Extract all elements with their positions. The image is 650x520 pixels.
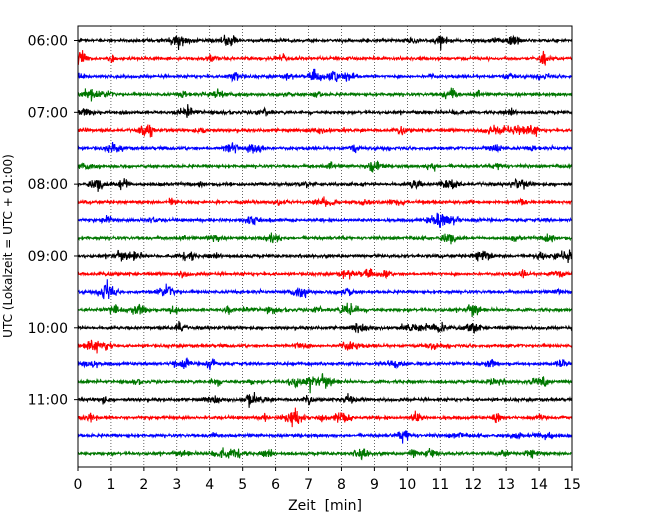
x-tick-label: 13 bbox=[497, 477, 515, 493]
x-axis-label: Zeit [min] bbox=[288, 498, 362, 514]
x-tick-label: 7 bbox=[304, 477, 313, 493]
x-tick-label: 12 bbox=[464, 477, 482, 493]
x-tick-label: 1 bbox=[106, 477, 115, 493]
y-axis: 06:00 07:00 08:00 09:00 10:00 11:00 bbox=[28, 34, 78, 409]
y-tick-label: 06:00 bbox=[28, 34, 68, 50]
trace-line bbox=[77, 196, 573, 207]
trace-line bbox=[77, 232, 573, 245]
y-tick-label: 07:00 bbox=[28, 105, 68, 121]
trace-line bbox=[77, 357, 573, 371]
trace-line bbox=[77, 212, 573, 228]
trace-line bbox=[77, 430, 573, 444]
trace-line bbox=[77, 34, 573, 51]
y-tick-label: 10:00 bbox=[28, 321, 68, 337]
x-tick-label: 14 bbox=[530, 477, 548, 493]
trace-group bbox=[77, 34, 573, 461]
x-tick-label: 10 bbox=[398, 477, 416, 493]
trace-line bbox=[77, 373, 573, 394]
trace-line bbox=[77, 141, 573, 154]
trace-line bbox=[77, 177, 573, 192]
trace-line bbox=[77, 249, 573, 264]
trace-line bbox=[77, 279, 573, 300]
trace-line bbox=[77, 302, 573, 318]
trace-line bbox=[77, 392, 573, 408]
x-tick-label: 8 bbox=[337, 477, 346, 493]
trace-line bbox=[77, 68, 573, 83]
x-tick-label: 4 bbox=[205, 477, 214, 493]
vertical-grid bbox=[110, 26, 540, 467]
trace-line bbox=[77, 50, 573, 66]
x-axis: 0 1 2 3 4 5 6 7 8 9 10 11 12 13 14 15 bbox=[74, 467, 581, 493]
trace-line bbox=[77, 407, 573, 428]
trace-line bbox=[77, 104, 573, 118]
x-tick-label: 2 bbox=[139, 477, 148, 493]
x-tick-label: 9 bbox=[370, 477, 379, 493]
x-tick-label: 15 bbox=[563, 477, 581, 493]
x-tick-label: 6 bbox=[271, 477, 280, 493]
trace-line bbox=[77, 87, 573, 102]
y-axis-label: UTC (Lokalzeit = UTC + 01:00) bbox=[1, 154, 15, 338]
y-tick-label: 08:00 bbox=[28, 177, 68, 193]
y-tick-label: 11:00 bbox=[28, 393, 68, 409]
trace-line bbox=[77, 339, 573, 354]
trace-line bbox=[77, 268, 573, 280]
x-tick-label: 5 bbox=[238, 477, 247, 493]
plot-frame bbox=[77, 25, 573, 468]
trace-line bbox=[77, 160, 573, 173]
trace-line bbox=[77, 124, 573, 138]
x-tick-label: 3 bbox=[172, 477, 181, 493]
x-tick-label: 11 bbox=[431, 477, 449, 493]
x-tick-label: 0 bbox=[74, 477, 83, 493]
trace-line bbox=[77, 320, 573, 334]
y-tick-label: 09:00 bbox=[28, 249, 68, 265]
trace-line bbox=[77, 447, 573, 461]
